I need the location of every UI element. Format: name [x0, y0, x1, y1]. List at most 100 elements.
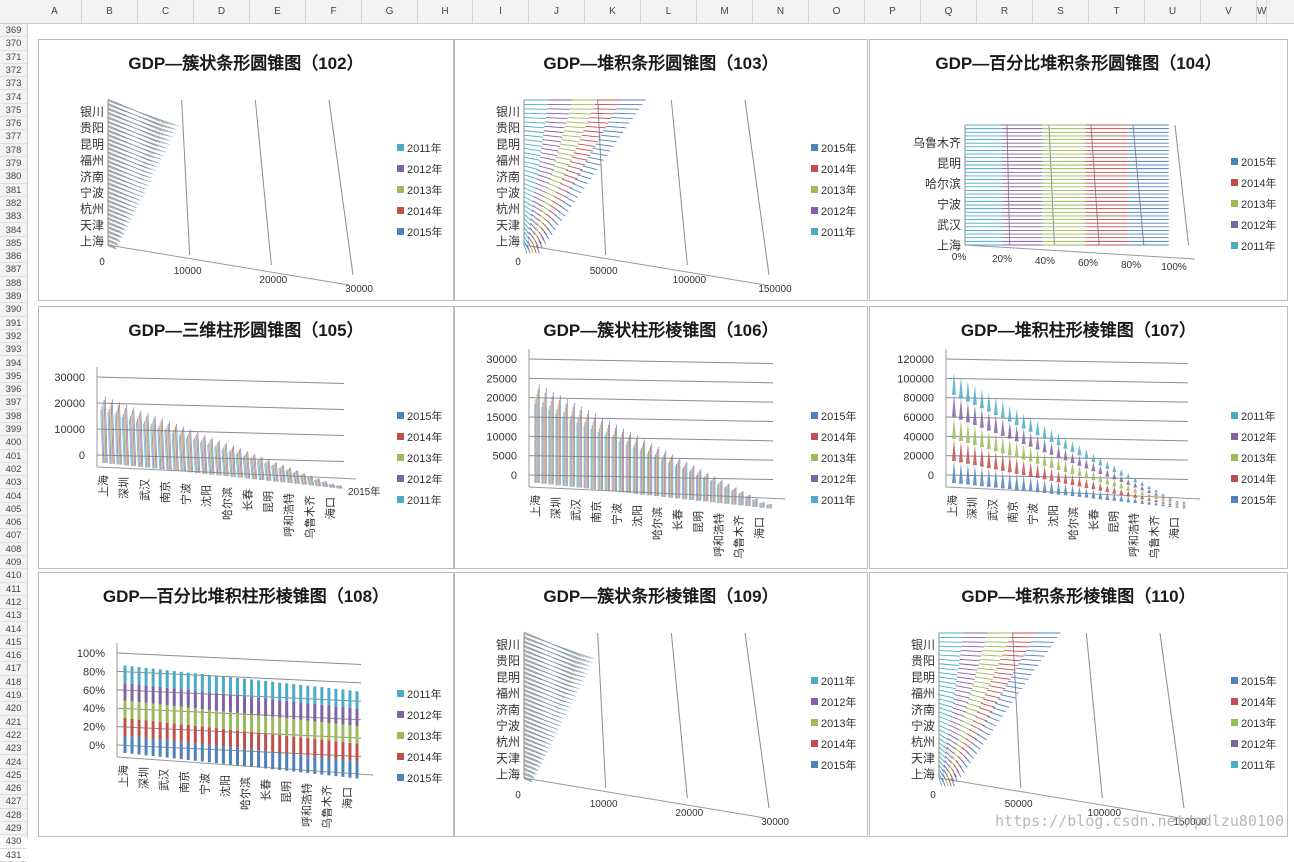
row-header-406[interactable]: 406 — [0, 516, 27, 529]
column-header-e[interactable]: E — [250, 0, 306, 23]
row-header-417[interactable]: 417 — [0, 662, 27, 675]
row-header-418[interactable]: 418 — [0, 676, 27, 689]
row-header-391[interactable]: 391 — [0, 317, 27, 330]
row-header-388[interactable]: 388 — [0, 277, 27, 290]
row-header-423[interactable]: 423 — [0, 742, 27, 755]
column-header-n[interactable]: N — [753, 0, 809, 23]
row-header-378[interactable]: 378 — [0, 144, 27, 157]
row-header-376[interactable]: 376 — [0, 117, 27, 130]
row-header-424[interactable]: 424 — [0, 756, 27, 769]
row-header-426[interactable]: 426 — [0, 782, 27, 795]
row-header-382[interactable]: 382 — [0, 197, 27, 210]
row-header-404[interactable]: 404 — [0, 490, 27, 503]
row-header-408[interactable]: 408 — [0, 543, 27, 556]
chart-108[interactable]: GDP—百分比堆积柱形棱锥图（108）100%80%60%40%20%0%上海深… — [38, 572, 454, 837]
row-header-395[interactable]: 395 — [0, 370, 27, 383]
row-header-384[interactable]: 384 — [0, 224, 27, 237]
row-header-377[interactable]: 377 — [0, 130, 27, 143]
column-header-s[interactable]: S — [1033, 0, 1089, 23]
row-header-407[interactable]: 407 — [0, 529, 27, 542]
row-header-387[interactable]: 387 — [0, 263, 27, 276]
column-header-q[interactable]: Q — [921, 0, 977, 23]
row-header-416[interactable]: 416 — [0, 649, 27, 662]
row-header-428[interactable]: 428 — [0, 809, 27, 822]
row-header-386[interactable]: 386 — [0, 250, 27, 263]
row-header-390[interactable]: 390 — [0, 303, 27, 316]
row-header-389[interactable]: 389 — [0, 290, 27, 303]
row-header-415[interactable]: 415 — [0, 636, 27, 649]
column-header-g[interactable]: G — [362, 0, 418, 23]
row-header-413[interactable]: 413 — [0, 609, 27, 622]
chart-104[interactable]: GDP—百分比堆积条形圆锥图（104）0%20%40%60%80%100%乌鲁木… — [869, 39, 1288, 301]
row-header-410[interactable]: 410 — [0, 569, 27, 582]
column-header-b[interactable]: B — [82, 0, 138, 23]
row-header-379[interactable]: 379 — [0, 157, 27, 170]
row-header-412[interactable]: 412 — [0, 596, 27, 609]
column-header-r[interactable]: R — [977, 0, 1033, 23]
legend-item: 2015年 — [397, 221, 442, 242]
row-header-373[interactable]: 373 — [0, 77, 27, 90]
row-header-370[interactable]: 370 — [0, 37, 27, 50]
row-header-381[interactable]: 381 — [0, 184, 27, 197]
row-header-392[interactable]: 392 — [0, 330, 27, 343]
row-header-400[interactable]: 400 — [0, 436, 27, 449]
row-header-393[interactable]: 393 — [0, 343, 27, 356]
bar-segment — [985, 721, 996, 726]
column-header-p[interactable]: P — [865, 0, 921, 23]
column-header-j[interactable]: J — [529, 0, 585, 23]
row-header-401[interactable]: 401 — [0, 450, 27, 463]
row-header-394[interactable]: 394 — [0, 357, 27, 370]
column-header-l[interactable]: L — [641, 0, 697, 23]
row-header-385[interactable]: 385 — [0, 237, 27, 250]
row-header-397[interactable]: 397 — [0, 396, 27, 409]
row-header-399[interactable]: 399 — [0, 423, 27, 436]
row-header-374[interactable]: 374 — [0, 91, 27, 104]
row-header-429[interactable]: 429 — [0, 822, 27, 835]
column-header-h[interactable]: H — [418, 0, 473, 23]
column-header-m[interactable]: M — [697, 0, 753, 23]
bar-pyramid — [1029, 417, 1033, 432]
column-header-t[interactable]: T — [1089, 0, 1145, 23]
column-header-a[interactable]: A — [28, 0, 82, 23]
column-header-w[interactable]: W — [1257, 0, 1267, 23]
column-header-u[interactable]: U — [1145, 0, 1201, 23]
row-header-411[interactable]: 411 — [0, 583, 27, 596]
row-header-371[interactable]: 371 — [0, 51, 27, 64]
row-header-422[interactable]: 422 — [0, 729, 27, 742]
bar-segment — [954, 699, 969, 703]
column-header-i[interactable]: I — [473, 0, 529, 23]
row-header-375[interactable]: 375 — [0, 104, 27, 117]
row-header-402[interactable]: 402 — [0, 463, 27, 476]
row-header-421[interactable]: 421 — [0, 716, 27, 729]
row-header-427[interactable]: 427 — [0, 795, 27, 808]
row-header-430[interactable]: 430 — [0, 835, 27, 848]
column-header-k[interactable]: K — [585, 0, 641, 23]
column-header-v[interactable]: V — [1201, 0, 1257, 23]
row-header-383[interactable]: 383 — [0, 210, 27, 223]
row-header-419[interactable]: 419 — [0, 689, 27, 702]
column-header-o[interactable]: O — [809, 0, 865, 23]
column-header-c[interactable]: C — [138, 0, 194, 23]
column-header-d[interactable]: D — [194, 0, 250, 23]
row-header-369[interactable]: 369 — [0, 24, 27, 37]
row-header-396[interactable]: 396 — [0, 383, 27, 396]
row-header-414[interactable]: 414 — [0, 623, 27, 636]
row-header-403[interactable]: 403 — [0, 476, 27, 489]
row-header-380[interactable]: 380 — [0, 170, 27, 183]
row-header-409[interactable]: 409 — [0, 556, 27, 569]
row-header-372[interactable]: 372 — [0, 64, 27, 77]
column-header-f[interactable]: F — [306, 0, 362, 23]
row-header-431[interactable]: 431 — [0, 849, 27, 862]
row-header-425[interactable]: 425 — [0, 769, 27, 782]
row-header-405[interactable]: 405 — [0, 503, 27, 516]
row-header-398[interactable]: 398 — [0, 410, 27, 423]
row-header-420[interactable]: 420 — [0, 702, 27, 715]
